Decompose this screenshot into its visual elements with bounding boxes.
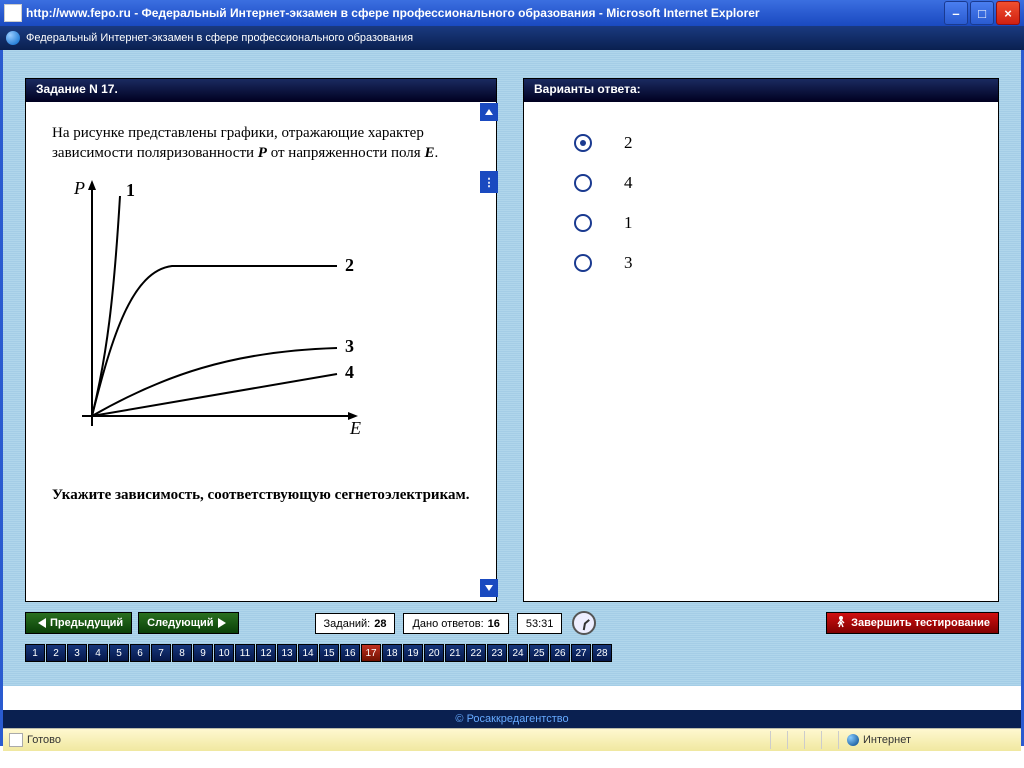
question-nav-9[interactable]: 9: [193, 644, 213, 662]
answered-count-field: Дано ответов:16: [403, 613, 508, 634]
svg-text:2: 2: [345, 255, 354, 275]
question-nav-13[interactable]: 13: [277, 644, 297, 662]
finish-button[interactable]: Завершить тестирование: [826, 612, 999, 634]
question-nav-8[interactable]: 8: [172, 644, 192, 662]
maximize-button[interactable]: □: [970, 1, 994, 25]
radio-icon: [574, 174, 592, 192]
question-nav-17[interactable]: 17: [361, 644, 381, 662]
svg-text:E: E: [349, 418, 361, 438]
question-nav-10[interactable]: 10: [214, 644, 234, 662]
question-nav-20[interactable]: 20: [424, 644, 444, 662]
window-titlebar: http://www.fepo.ru - Федеральный Интерне…: [0, 0, 1024, 26]
task-panel: Задание N 17. ⋮ На рисунке представлены …: [25, 78, 497, 602]
question-nav-28[interactable]: 28: [592, 644, 612, 662]
zone-text: Интернет: [863, 734, 911, 746]
question-nav-22[interactable]: 22: [466, 644, 486, 662]
question-nav-25[interactable]: 25: [529, 644, 549, 662]
answer-option[interactable]: 3: [550, 253, 972, 273]
question-nav-4[interactable]: 4: [88, 644, 108, 662]
question-nav-18[interactable]: 18: [382, 644, 402, 662]
page-icon: [6, 31, 20, 45]
question-nav-11[interactable]: 11: [235, 644, 255, 662]
runner-icon: [835, 616, 847, 631]
globe-icon: [847, 734, 859, 746]
svg-text:1: 1: [126, 180, 135, 200]
polarization-chart: P E 1 2 3 4: [52, 176, 470, 461]
answer-option[interactable]: 4: [550, 173, 972, 193]
question-nav-21[interactable]: 21: [445, 644, 465, 662]
browser-tabbar: Федеральный Интернет-экзамен в сфере про…: [0, 26, 1024, 50]
minimize-button[interactable]: –: [944, 1, 968, 25]
question-nav-3[interactable]: 3: [67, 644, 87, 662]
question-nav-5[interactable]: 5: [109, 644, 129, 662]
question-nav-26[interactable]: 26: [550, 644, 570, 662]
question-nav-27[interactable]: 27: [571, 644, 591, 662]
answer-label: 3: [624, 253, 633, 273]
answer-option[interactable]: 1: [550, 213, 972, 233]
svg-text:P: P: [73, 178, 85, 198]
answer-option[interactable]: 2: [550, 133, 972, 153]
window-title: http://www.fepo.ru - Федеральный Интерне…: [26, 6, 760, 20]
question-nav-16[interactable]: 16: [340, 644, 360, 662]
question-nav-12[interactable]: 12: [256, 644, 276, 662]
answer-label: 1: [624, 213, 633, 233]
question-nav-7[interactable]: 7: [151, 644, 171, 662]
timer-field: 53:31: [517, 613, 563, 634]
nav-strip: Предыдущий Следующий Заданий:28 Дано отв…: [25, 610, 999, 636]
question-nav-24[interactable]: 24: [508, 644, 528, 662]
question-nav-19[interactable]: 19: [403, 644, 423, 662]
radio-icon: [574, 214, 592, 232]
question-prompt: Укажите зависимость, соответствующую сег…: [52, 487, 470, 504]
question-text: На рисунке представлены графики, отражаю…: [52, 123, 470, 164]
credit-bar: © Росаккредагентство: [3, 710, 1021, 728]
close-button[interactable]: ×: [996, 1, 1020, 25]
question-nav-14[interactable]: 14: [298, 644, 318, 662]
next-button[interactable]: Следующий: [138, 612, 238, 634]
tasks-count-field: Заданий:28: [315, 613, 396, 634]
question-nav-1[interactable]: 1: [25, 644, 45, 662]
radio-icon: [574, 134, 592, 152]
question-nav-2[interactable]: 2: [46, 644, 66, 662]
question-number-grid: 1234567891011121314151617181920212223242…: [25, 644, 613, 662]
status-text: Готово: [27, 734, 61, 746]
svg-text:3: 3: [345, 336, 354, 356]
radio-icon: [574, 254, 592, 272]
question-nav-15[interactable]: 15: [319, 644, 339, 662]
clock-icon: [572, 611, 596, 635]
question-nav-23[interactable]: 23: [487, 644, 507, 662]
question-nav-6[interactable]: 6: [130, 644, 150, 662]
answers-panel: Варианты ответа: 2413: [523, 78, 999, 602]
page-ready-icon: [9, 733, 23, 747]
svg-text:4: 4: [345, 362, 354, 382]
status-bar: Готово Интернет: [3, 728, 1021, 751]
answer-label: 4: [624, 173, 633, 193]
prev-button[interactable]: Предыдущий: [25, 612, 132, 634]
tab-title: Федеральный Интернет-экзамен в сфере про…: [26, 32, 413, 44]
ie-icon: [4, 4, 22, 22]
answer-label: 2: [624, 133, 633, 153]
